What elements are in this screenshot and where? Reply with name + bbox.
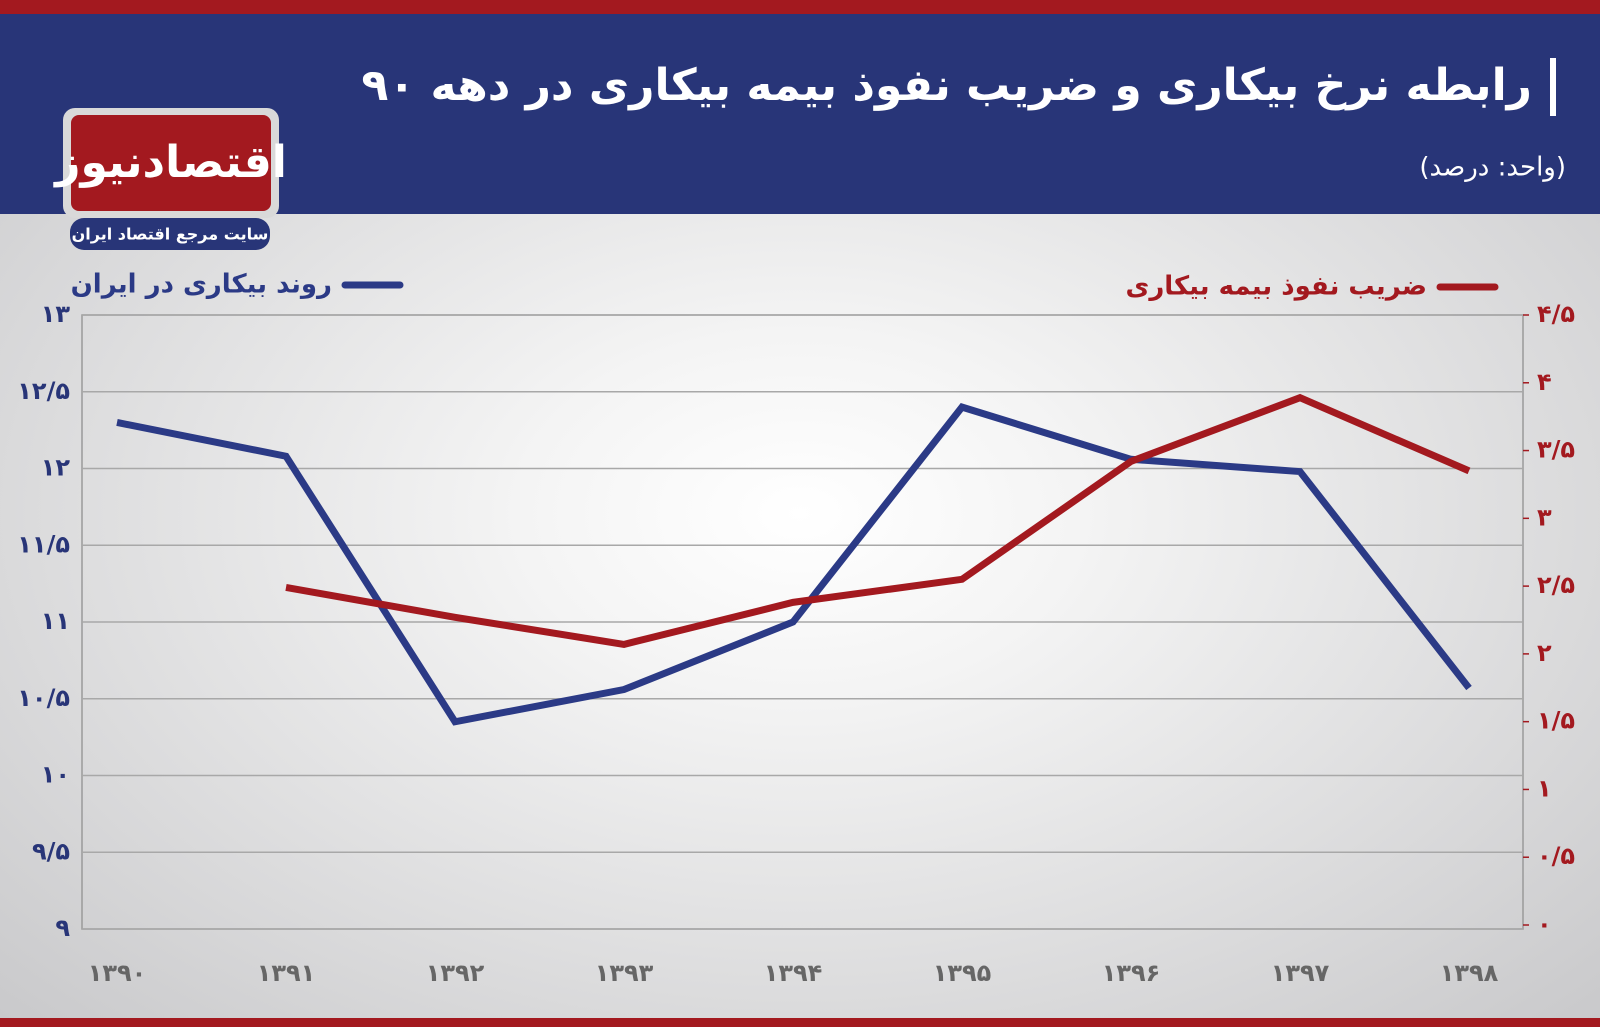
top-strip — [0, 0, 1600, 14]
y-tick-label: ۱۰ — [41, 761, 70, 789]
x-tick-label: ۱۳۹۳ — [595, 959, 654, 987]
y-tick-label: ۹ — [55, 914, 70, 942]
legend-label: روند بیکاری در ایران — [71, 270, 332, 300]
series-line — [285, 393, 1471, 648]
y2-tick-label: ۳ — [1537, 503, 1552, 531]
y-tick-label: ۱۱ — [41, 607, 70, 635]
x-tick-label: ۱۳۹۷ — [1271, 959, 1330, 987]
x-tick-label: ۱۳۹۲ — [426, 959, 485, 987]
logo-box — [71, 115, 271, 211]
x-tick-label: ۱۳۹۵ — [933, 959, 992, 987]
chart-subtitle: (واحد: درصد) — [1419, 153, 1566, 183]
legend-label: ضریب نفوذ بیمه بیکاری — [1126, 272, 1428, 302]
x-tick-label: ۱۳۹۱ — [257, 959, 316, 987]
y2-tick-label: ۰ — [1537, 910, 1552, 938]
y2-tick-label: ۱ — [1537, 774, 1552, 802]
y-tick-label: ۹/۵ — [32, 837, 70, 865]
y-tick-label: ۱۰/۵ — [17, 684, 70, 712]
x-tick-label: ۱۳۹۰ — [88, 959, 147, 987]
title-bar — [1550, 58, 1556, 116]
x-tick-label: ۱۳۹۴ — [764, 959, 823, 987]
y2-tick-label: ۲/۵ — [1537, 571, 1575, 599]
y2-tick-label: ۲ — [1537, 639, 1552, 667]
y-tick-label: ۱۲/۵ — [17, 377, 70, 405]
x-tick-label: ۱۳۹۶ — [1102, 959, 1161, 987]
logo-name: اقتصادنیوز — [53, 137, 287, 188]
y2-tick-label: ۱/۵ — [1537, 707, 1575, 735]
y2-tick-label: ۴/۵ — [1537, 300, 1575, 328]
y2-tick-label: ۰/۵ — [1537, 842, 1575, 870]
x-tick-label: ۱۳۹۸ — [1440, 959, 1499, 987]
y-tick-label: ۱۲ — [41, 454, 71, 482]
chart-title: رابطه نرخ بیکاری و ضریب نفوذ بیمه بیکاری… — [361, 60, 1532, 111]
series-line — [116, 403, 1472, 726]
bottom-strip — [0, 1018, 1600, 1027]
y2-tick-label: ۳/۵ — [1537, 436, 1575, 464]
y-tick-label: ۱۱/۵ — [17, 530, 70, 558]
y2-tick-label: ۴ — [1537, 368, 1552, 396]
y-tick-label: ۱۳ — [41, 300, 71, 328]
logo-tagline: سایت مرجع اقتصاد ایران — [72, 225, 269, 244]
logo-tagline-box — [70, 218, 270, 250]
